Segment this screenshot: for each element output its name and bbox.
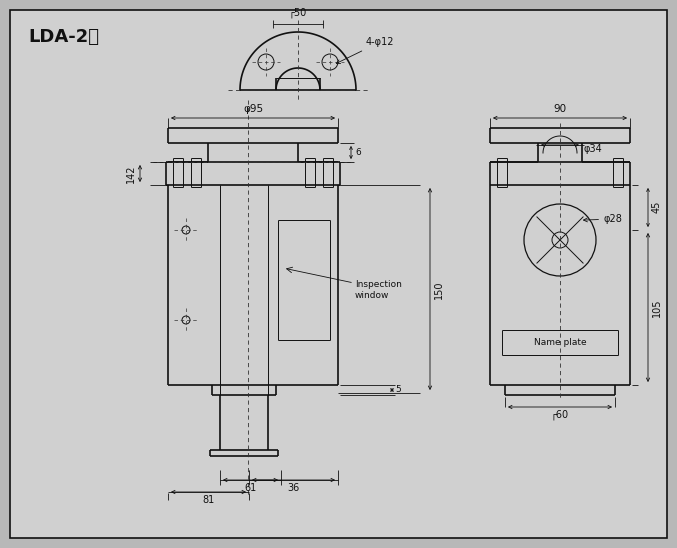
Text: 6: 6 <box>355 148 361 157</box>
Text: 4-φ12: 4-φ12 <box>336 37 395 64</box>
Text: 105: 105 <box>652 298 662 317</box>
Text: 45: 45 <box>652 201 662 213</box>
Text: 90: 90 <box>553 104 567 114</box>
Text: Name plate: Name plate <box>533 338 586 347</box>
Text: φ34: φ34 <box>584 144 603 154</box>
Text: 61: 61 <box>244 483 257 493</box>
Text: φ28: φ28 <box>584 214 623 224</box>
Text: 5: 5 <box>395 385 401 395</box>
Text: 150: 150 <box>434 281 444 299</box>
Text: ┌60: ┌60 <box>551 410 569 420</box>
Text: Inspection
window: Inspection window <box>355 280 402 300</box>
Text: 142: 142 <box>126 164 136 182</box>
Text: 81: 81 <box>202 495 215 505</box>
Text: LDA-2型: LDA-2型 <box>28 28 99 46</box>
Text: 36: 36 <box>287 483 300 493</box>
Text: ┌50: ┌50 <box>289 8 307 18</box>
Text: φ95: φ95 <box>243 104 263 114</box>
